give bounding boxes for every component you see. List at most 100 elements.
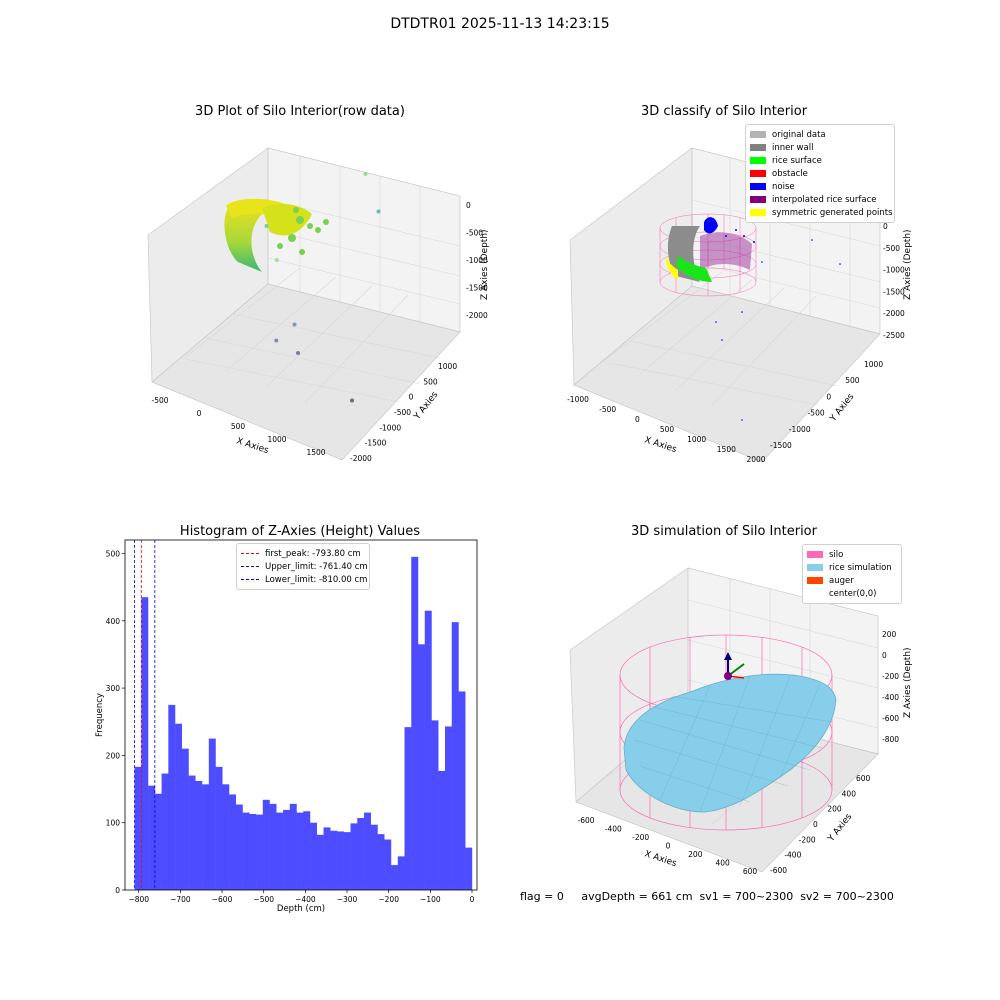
histogram-x-tick-label: −700 xyxy=(170,895,191,904)
p2-grid xyxy=(599,158,881,406)
p2-x-tick-label: 2000 xyxy=(746,455,765,464)
histogram-bar xyxy=(451,622,459,890)
histogram-bar xyxy=(195,780,203,890)
p4-x-tick-label: -600 xyxy=(577,816,594,825)
histogram-bar xyxy=(370,824,378,890)
histogram-bar xyxy=(208,738,216,890)
p4-xlabel: X Axies xyxy=(643,849,678,869)
p1-y-tick-label: -500 xyxy=(394,408,411,417)
histogram-bar xyxy=(343,832,351,890)
histogram-vlines xyxy=(134,540,156,890)
histogram-bar xyxy=(141,597,149,890)
histogram-bar xyxy=(222,784,230,890)
p4-legend-entry: center(0,0) xyxy=(807,587,897,600)
histogram-bar xyxy=(330,830,338,890)
histogram-legend-label: Upper_limit: -761.40 cm xyxy=(265,561,368,572)
histogram-bar xyxy=(235,804,243,890)
p2-y-tick-label: 0 xyxy=(826,392,831,401)
p2-x-tick-label: 1500 xyxy=(717,445,736,454)
p1-z-ticks: 0 -500 -1000 -1500 -2000 xyxy=(466,201,488,320)
p4-rice-surface xyxy=(623,673,837,813)
p4-legend-label: auger xyxy=(829,575,854,586)
p4-y-tick-label: -600 xyxy=(770,866,787,875)
p2-legend-label: symmetric generated points xyxy=(772,207,893,218)
p1-x-tick-label: 1000 xyxy=(267,435,286,444)
p1-ylabel: Y Axies xyxy=(412,390,441,423)
status-footer: flag = 0 avgDepth = 661 cm sv1 = 700~230… xyxy=(520,890,894,903)
p1-floor-pane xyxy=(151,283,461,461)
p1-z-tick-label: 0 xyxy=(466,201,471,210)
p1-z-tick-label: -1000 xyxy=(466,256,488,265)
histogram-bar xyxy=(323,827,331,890)
histogram-bar xyxy=(438,770,446,890)
histogram-bar xyxy=(364,812,371,890)
p2-z-tick-label: -2500 xyxy=(883,331,905,340)
p4-x-tick-label: 600 xyxy=(743,867,758,876)
p2-legend-swatch xyxy=(750,131,766,138)
p2-legend-swatch xyxy=(750,183,766,190)
histogram-bar xyxy=(431,720,439,890)
p2-x-tick-label: 0 xyxy=(635,415,640,424)
p1-xlabel: X Axies xyxy=(235,436,270,456)
p1-scatter-blobs xyxy=(277,207,329,255)
histogram-bar xyxy=(181,748,189,890)
p4-y-tick-label: 200 xyxy=(827,805,842,814)
p2-x-tick-label: 500 xyxy=(660,425,675,434)
p2-legend-entry: inner wall xyxy=(750,141,890,154)
histogram-bar xyxy=(256,814,263,890)
histogram-x-tick-label: −400 xyxy=(295,895,316,904)
p4-legend-label: center(0,0) xyxy=(829,588,877,599)
p4-x-tick-label: -400 xyxy=(605,825,622,834)
p2-legend-label: inner wall xyxy=(772,142,814,153)
histogram-bar xyxy=(357,817,365,890)
p4-auger-marker xyxy=(724,652,745,680)
p4-legend-entry: auger xyxy=(807,574,897,587)
p1-x-tick-label: -500 xyxy=(151,396,168,405)
p2-z-tick-label: -2000 xyxy=(883,309,905,318)
histogram-y-tick-label: 0 xyxy=(115,886,120,895)
p1-z-tick-label: -2000 xyxy=(466,311,488,320)
histogram-bar xyxy=(397,856,405,890)
p4-legend-label: silo xyxy=(829,549,844,560)
p4-z-ticks: 200 0 -200 -400 -600 -800 xyxy=(882,630,899,744)
p1-y-tick-label: 500 xyxy=(423,377,438,386)
histogram-bar xyxy=(161,773,169,890)
histogram-bar xyxy=(242,812,250,890)
p2-ylabel: Y Axies xyxy=(828,392,857,425)
panel3-histogram: −800 −700 −600 −500 −400 −300 −200 −100 0 0 100 20… xyxy=(95,539,478,914)
histogram-bar xyxy=(465,847,473,890)
histogram-x-tick-label: −500 xyxy=(253,895,274,904)
p4-zlabel: Z Axies (Depth) xyxy=(903,647,913,718)
p2-floor-pane xyxy=(573,285,881,463)
p2-y-tick-label: -1500 xyxy=(770,441,792,450)
p1-z-tick-label: -1500 xyxy=(466,284,488,293)
p2-rice-surface xyxy=(676,256,712,282)
histogram-bar xyxy=(283,809,290,890)
p2-legend-entry: noise xyxy=(750,180,890,193)
p4-z-tick-label: -800 xyxy=(882,735,899,744)
p2-x-tick-label: 1000 xyxy=(687,435,706,444)
histogram-bars xyxy=(134,556,473,890)
p2-interp-surface xyxy=(700,232,752,270)
p2-z-ticks: 0 -500 -1000 -1500 -2000 -2500 xyxy=(883,222,905,340)
p2-z-tick-label: -1000 xyxy=(883,266,905,275)
histogram-legend-entry: Upper_limit: -761.40 cm xyxy=(241,560,368,573)
histogram-y-tick-label: 200 xyxy=(106,751,121,760)
p2-legend-entry: obstacle xyxy=(750,167,890,180)
histogram-bar xyxy=(424,610,432,890)
p2-noise-points xyxy=(715,229,841,421)
p4-z-tick-label: 200 xyxy=(882,630,897,639)
histogram-x-tick-label: −300 xyxy=(337,895,358,904)
p1-y-tick-label: -1500 xyxy=(365,439,387,448)
p1-x-ticks: -500 0 500 1000 1500 xyxy=(151,396,325,457)
panel2-title: 3D classify of Silo Interior xyxy=(640,104,808,119)
histogram-x-tick-label: −200 xyxy=(378,895,399,904)
p2-legend-swatch xyxy=(750,170,766,177)
p2-legend-label: original data xyxy=(772,129,826,140)
histogram-bar xyxy=(229,794,237,890)
histogram-bar xyxy=(154,793,162,890)
